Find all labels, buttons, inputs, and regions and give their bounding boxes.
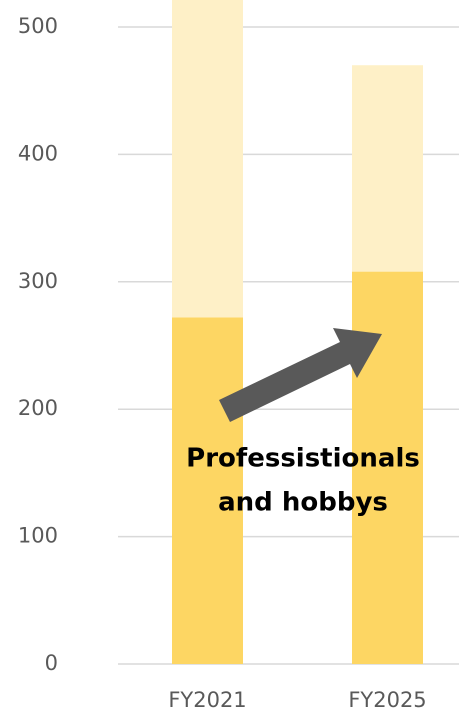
- labels: 0 100 200 300 400 500 FY2021 FY2025 Professistio…: [18, 14, 427, 712]
- y-tick-label: 100: [18, 524, 58, 548]
- bars: [172, 0, 423, 664]
- annotation: Professistionals: [186, 444, 420, 474]
- x-tick-label: FY2025: [348, 688, 426, 712]
- arrow: [219, 328, 382, 422]
- y-tick-label: 200: [18, 396, 58, 420]
- bar-segment: [172, 317, 243, 664]
- y-tick-label: 500: [18, 14, 58, 38]
- annotation: and hobbys: [218, 488, 388, 518]
- x-tick-label: FY2021: [168, 688, 246, 712]
- y-tick-label: 400: [18, 141, 58, 165]
- bar-segment: [352, 65, 423, 272]
- y-tick-label: 0: [45, 651, 58, 675]
- y-tick-label: 300: [18, 269, 58, 293]
- bar-segment: [172, 0, 243, 318]
